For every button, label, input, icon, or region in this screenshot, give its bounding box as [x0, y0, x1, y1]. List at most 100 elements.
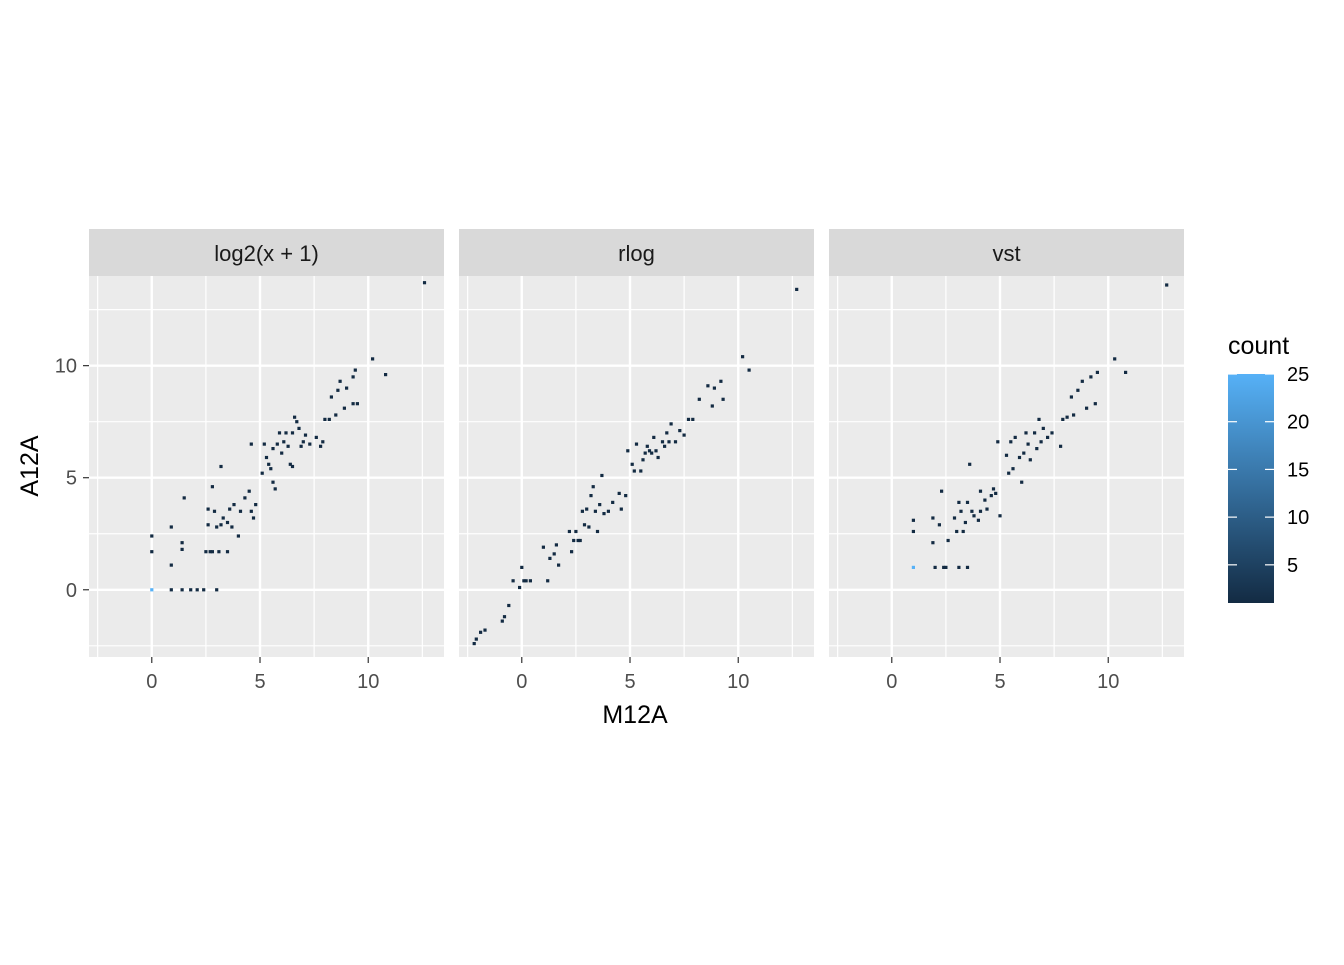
data-bin	[290, 431, 295, 435]
data-bin	[472, 642, 476, 646]
legend-tick-label: 5	[1287, 555, 1298, 577]
data-bin	[264, 455, 269, 460]
data-bin	[624, 494, 628, 498]
data-bin	[1004, 453, 1009, 457]
data-bin	[645, 444, 649, 448]
x-tick-label: 10	[1097, 671, 1119, 693]
data-bin	[262, 442, 266, 446]
data-bin	[652, 435, 656, 439]
data-bin	[303, 433, 308, 437]
data-bin	[665, 431, 669, 435]
data-bin	[327, 417, 331, 421]
x-tick-label: 10	[357, 671, 379, 693]
data-bin	[580, 509, 584, 513]
data-bin	[295, 420, 299, 424]
data-bin	[741, 355, 745, 359]
data-bin	[1041, 426, 1045, 430]
legend-colorbar	[1228, 374, 1274, 603]
data-bin	[321, 440, 325, 444]
data-bin	[422, 281, 427, 285]
data-bin	[1093, 402, 1097, 406]
data-bin	[180, 588, 184, 592]
y-axis-label: A12A	[16, 435, 44, 496]
data-bin	[334, 413, 338, 417]
legend-tick-label: 20	[1287, 412, 1309, 434]
x-tick-label: 0	[886, 671, 897, 693]
data-bin	[518, 585, 522, 590]
data-bin	[968, 462, 972, 466]
data-bin	[520, 565, 524, 569]
data-bin	[719, 379, 723, 383]
data-bin	[710, 404, 714, 408]
data-bin	[260, 471, 264, 475]
data-bin	[210, 485, 214, 489]
data-bin	[554, 543, 558, 547]
data-bin	[384, 373, 388, 377]
data-bin	[933, 565, 937, 569]
x-tick-label: 5	[994, 671, 1005, 693]
data-bin	[1020, 480, 1024, 484]
data-bin	[965, 500, 970, 504]
facet-strip-label: vst	[992, 241, 1020, 266]
data-bin	[582, 523, 587, 527]
data-bin	[271, 480, 275, 484]
data-bin	[548, 556, 552, 560]
data-bin	[280, 451, 284, 455]
data-bin	[215, 588, 219, 592]
data-bin	[585, 507, 589, 511]
data-bin	[1080, 379, 1084, 383]
y-tick-label: 10	[55, 356, 77, 378]
data-bin	[578, 538, 582, 543]
data-bin	[972, 514, 976, 518]
data-bin	[1124, 370, 1128, 374]
data-bin	[721, 397, 725, 401]
data-bin	[345, 386, 349, 390]
data-bin	[511, 579, 515, 583]
data-bin	[983, 498, 987, 502]
data-bin	[1028, 458, 1032, 462]
data-bin	[940, 489, 944, 493]
data-bin	[617, 491, 621, 495]
data-bin	[970, 509, 974, 513]
data-bin	[219, 523, 223, 527]
data-bin	[1022, 451, 1026, 455]
data-bin	[957, 565, 961, 569]
data-bin	[1095, 370, 1099, 374]
data-bin	[991, 487, 996, 491]
y-tick-label: 5	[66, 468, 77, 490]
data-bin	[1089, 375, 1093, 379]
data-bin	[474, 637, 478, 641]
data-bin	[479, 630, 483, 634]
facet-panel-1: log2(x + 1) 0 5 10 0 5 10	[55, 229, 444, 693]
data-bin	[353, 368, 357, 372]
data-bin	[507, 603, 511, 608]
data-bin	[225, 520, 230, 525]
data-bin	[952, 516, 957, 520]
data-bin	[998, 514, 1002, 518]
x-tick-label: 5	[624, 671, 635, 693]
data-bin	[634, 442, 639, 446]
data-bin	[978, 509, 983, 513]
data-bin	[619, 507, 623, 511]
data-bin	[180, 547, 184, 551]
data-bin	[931, 516, 935, 520]
data-bin	[500, 619, 504, 623]
data-bin	[985, 507, 989, 511]
legend-tick-label: 15	[1287, 459, 1309, 481]
data-bin	[546, 579, 550, 583]
data-bin	[747, 368, 751, 372]
data-bin	[351, 375, 355, 379]
legend-ticks: 5 10 15 20 25	[1228, 364, 1309, 577]
data-bin	[299, 444, 303, 448]
count-legend: count 5 10 15 20 25	[1228, 332, 1309, 603]
data-bin	[602, 512, 606, 516]
data-bin	[630, 462, 634, 466]
data-bin	[338, 379, 342, 383]
data-bin	[600, 473, 604, 478]
data-bin	[691, 417, 695, 421]
data-bin	[963, 520, 967, 525]
data-bin	[1059, 444, 1063, 448]
facet-strip	[459, 229, 814, 276]
data-bin	[606, 509, 610, 513]
facet-panel-3: vst 0 5 10	[829, 229, 1184, 693]
